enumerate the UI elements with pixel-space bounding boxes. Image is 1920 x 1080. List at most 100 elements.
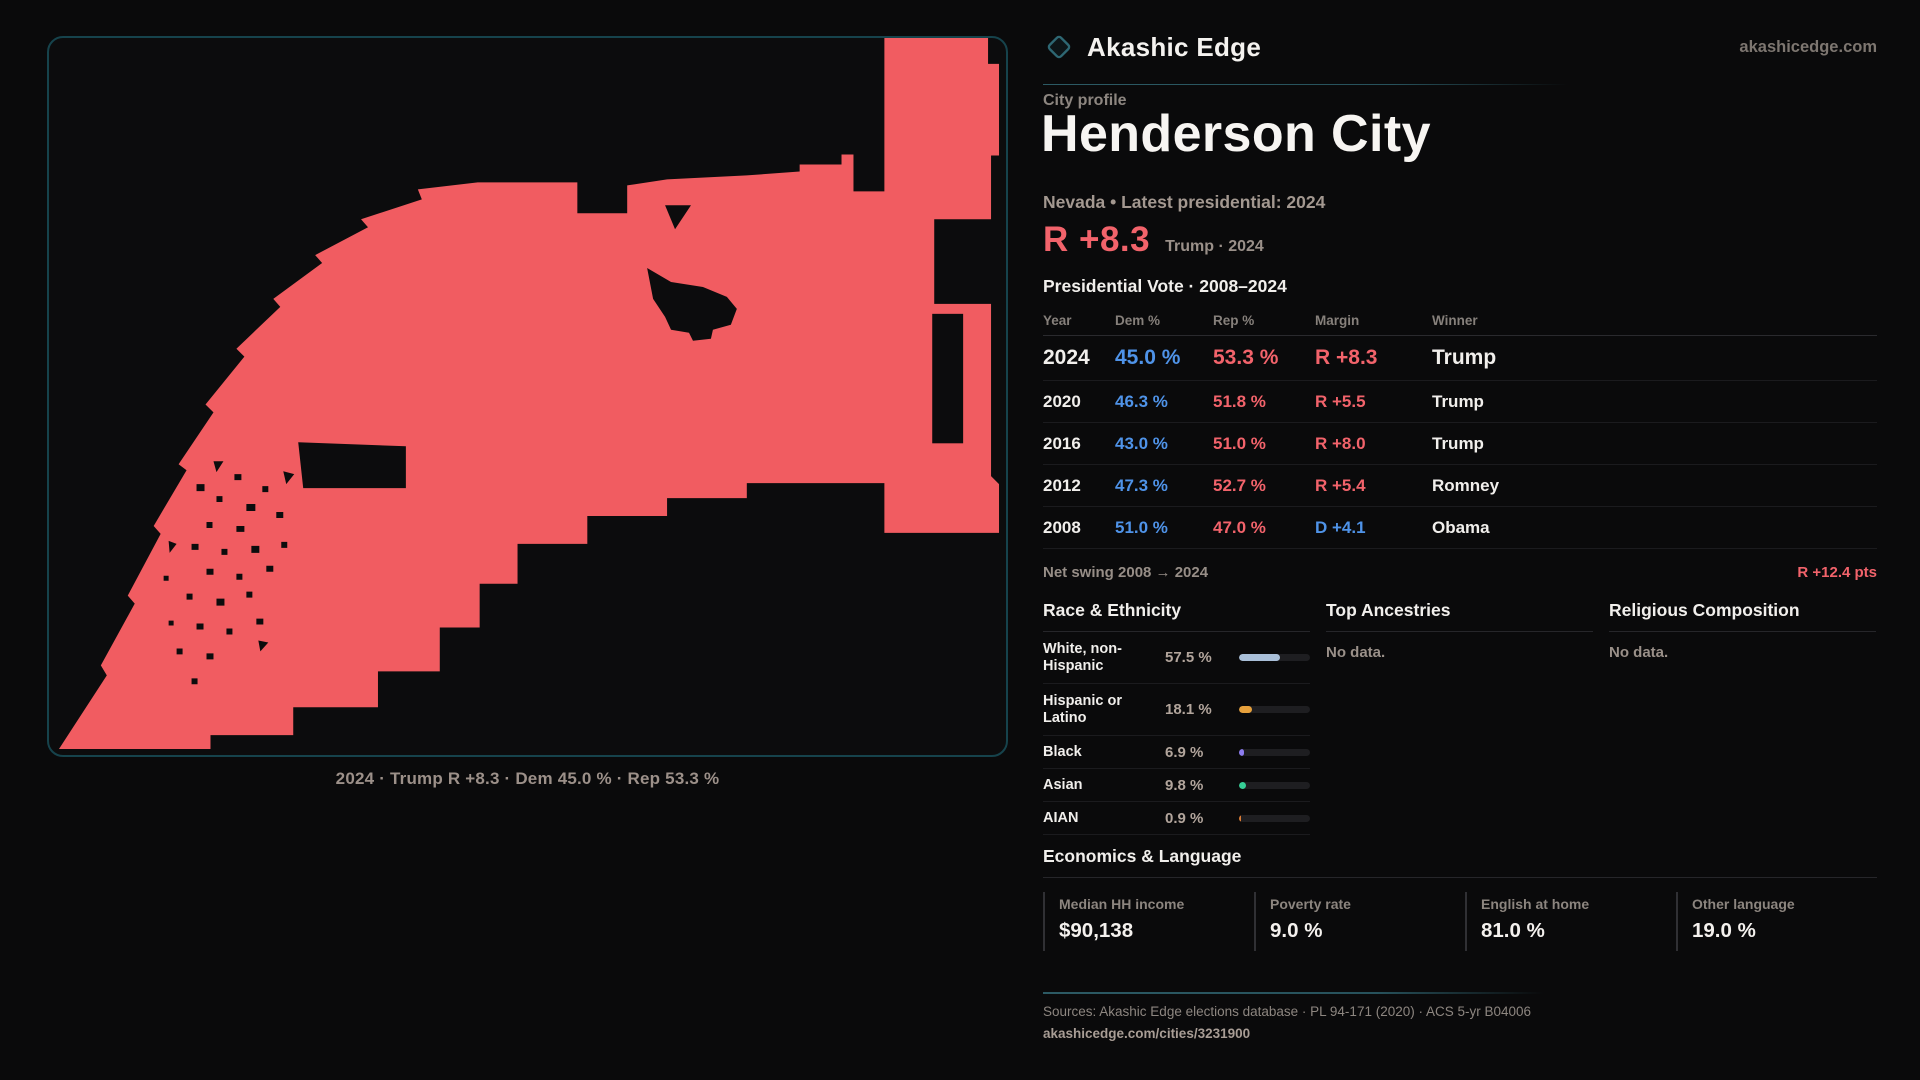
dem-cell: 47.3 % <box>1115 475 1168 495</box>
margin-cell: R +8.3 <box>1315 346 1378 369</box>
margin-cell: R +5.4 <box>1315 475 1366 495</box>
rep-cell: 53.3 % <box>1213 346 1279 369</box>
col-header-year: Year <box>1043 313 1072 328</box>
headline-margin: R +8.3 Trump · 2024 <box>1043 220 1264 260</box>
stat-value: 9.0 % <box>1270 919 1323 942</box>
race-value: 6.9 % <box>1165 743 1204 761</box>
race-bar-track <box>1239 706 1310 713</box>
col-header-dem: Dem % <box>1115 313 1161 328</box>
race-bar-fill <box>1239 781 1246 789</box>
religion-empty-state: No data. <box>1609 644 1669 661</box>
stat-card: Median HH income $90,138 <box>1043 892 1243 951</box>
ancestries-column: Top Ancestries No data. <box>1326 600 1593 835</box>
stat-value: 19.0 % <box>1692 919 1756 942</box>
year-cell: 2008 <box>1043 517 1081 537</box>
stat-value: 81.0 % <box>1481 919 1545 942</box>
table-row: 2020 46.3 % 51.8 % R +5.5 Trump <box>1043 381 1877 423</box>
map-caption: 2024 · Trump R +8.3 · Dem 45.0 % · Rep 5… <box>335 769 720 788</box>
year-cell: 2016 <box>1043 433 1081 453</box>
eyebrow-label: City profile <box>1043 92 1127 109</box>
race-bar-fill <box>1239 814 1241 822</box>
sources-text: Sources: Akashic Edge elections database… <box>1043 1004 1532 1019</box>
ancestries-empty-state: No data. <box>1326 644 1386 661</box>
economics-header: Economics & Language <box>1043 846 1877 878</box>
dem-cell: 51.0 % <box>1115 517 1168 537</box>
city-map-panel <box>47 36 1008 757</box>
city-boundary-map <box>58 38 1006 750</box>
race-bar-track <box>1239 748 1310 756</box>
permalink-text[interactable]: akashicedge.com/cities/3231900 <box>1043 1026 1251 1041</box>
economics-stats: Median HH income $90,138 Poverty rate 9.… <box>1043 892 1877 951</box>
col-header-rep: Rep % <box>1213 313 1255 328</box>
margin-cell: R +5.5 <box>1315 391 1366 411</box>
margin-cell: R +8.0 <box>1315 433 1366 453</box>
race-row: AIAN 0.9 % <box>1043 802 1310 835</box>
stat-card: Other language 19.0 % <box>1676 892 1876 951</box>
winner-cell: Trump <box>1432 391 1484 411</box>
headline-margin-note: Trump · 2024 <box>1165 238 1264 255</box>
race-bar-fill <box>1239 654 1280 661</box>
race-row: Hispanic or Latino 18.1 % <box>1043 684 1310 736</box>
table-row: 2008 51.0 % 47.0 % D +4.1 Obama <box>1043 507 1877 549</box>
dem-cell: 43.0 % <box>1115 433 1168 453</box>
ancestries-header: Top Ancestries <box>1326 600 1593 632</box>
demographics-section: Race & Ethnicity White, non-Hispanic 57.… <box>1043 600 1877 835</box>
net-swing-row: Net swing 2008 → 2024 R +12.4 pts <box>1043 564 1877 581</box>
footer-divider <box>1043 992 1877 994</box>
race-bar-track <box>1239 781 1310 789</box>
pres-vote-table: Year Dem % Rep % Margin Winner 2024 45.0… <box>1043 306 1877 549</box>
race-ethnicity-column: Race & Ethnicity White, non-Hispanic 57.… <box>1043 600 1310 835</box>
race-row: White, non-Hispanic 57.5 % <box>1043 632 1310 684</box>
stat-label: Other language <box>1692 896 1795 912</box>
net-swing-label: Net swing 2008 → 2024 <box>1043 564 1209 581</box>
winner-cell: Trump <box>1432 433 1484 453</box>
brand-name: Akashic Edge <box>1087 31 1262 62</box>
page-title: Henderson City <box>1041 105 1431 163</box>
city-profile-panel: Akashic Edge akashicedge.com City profil… <box>1041 0 1877 1080</box>
race-label: AIAN <box>1043 809 1079 826</box>
net-swing-value: R +12.4 pts <box>1797 564 1877 581</box>
religion-column: Religious Composition No data. <box>1609 600 1876 835</box>
race-value: 18.1 % <box>1165 701 1212 718</box>
race-label: Hispanic or Latino <box>1043 692 1122 726</box>
state-subtitle: Nevada • Latest presidential: 2024 <box>1043 192 1326 212</box>
headline-margin-value: R +8.3 <box>1043 220 1151 259</box>
race-bar-track <box>1239 654 1310 661</box>
year-cell: 2024 <box>1043 346 1090 369</box>
race-label: Asian <box>1043 776 1083 793</box>
stat-label: Poverty rate <box>1270 896 1351 912</box>
margin-cell: D +4.1 <box>1315 517 1366 537</box>
winner-cell: Romney <box>1432 475 1500 495</box>
rep-cell: 52.7 % <box>1213 475 1266 495</box>
winner-cell: Obama <box>1432 517 1490 537</box>
col-header-margin: Margin <box>1315 313 1360 328</box>
rep-cell: 51.0 % <box>1213 433 1266 453</box>
race-bar-fill <box>1239 748 1244 756</box>
table-row: 2012 47.3 % 52.7 % R +5.4 Romney <box>1043 465 1877 507</box>
rep-cell: 51.8 % <box>1213 391 1266 411</box>
header-divider <box>1043 84 1877 85</box>
rep-cell: 47.0 % <box>1213 517 1266 537</box>
table-row: 2016 43.0 % 51.0 % R +8.0 Trump <box>1043 423 1877 465</box>
race-value: 0.9 % <box>1165 809 1204 827</box>
winner-cell: Trump <box>1432 346 1497 369</box>
pres-vote-title: Presidential Vote · 2008–2024 <box>1043 276 1287 296</box>
year-cell: 2020 <box>1043 391 1081 411</box>
race-row: Black 6.9 % <box>1043 736 1310 769</box>
table-header-row: Year Dem % Rep % Margin Winner <box>1043 306 1877 336</box>
race-label: Black <box>1043 743 1082 760</box>
brand-domain-link[interactable]: akashicedge.com <box>1739 37 1877 56</box>
race-bar-track <box>1239 814 1310 822</box>
dem-cell: 46.3 % <box>1115 391 1168 411</box>
brand-diamond-icon <box>1047 35 1071 59</box>
race-value: 9.8 % <box>1165 776 1204 794</box>
year-cell: 2012 <box>1043 475 1081 495</box>
header: Akashic Edge akashicedge.com <box>1043 26 1877 68</box>
stat-label: Median HH income <box>1059 896 1185 912</box>
stat-label: English at home <box>1481 896 1590 912</box>
table-row: 2024 45.0 % 53.3 % R +8.3 Trump <box>1043 336 1877 381</box>
stat-card: Poverty rate 9.0 % <box>1254 892 1454 951</box>
dem-cell: 45.0 % <box>1115 346 1181 369</box>
col-header-winner: Winner <box>1432 313 1478 328</box>
stat-card: English at home 81.0 % <box>1465 892 1665 951</box>
